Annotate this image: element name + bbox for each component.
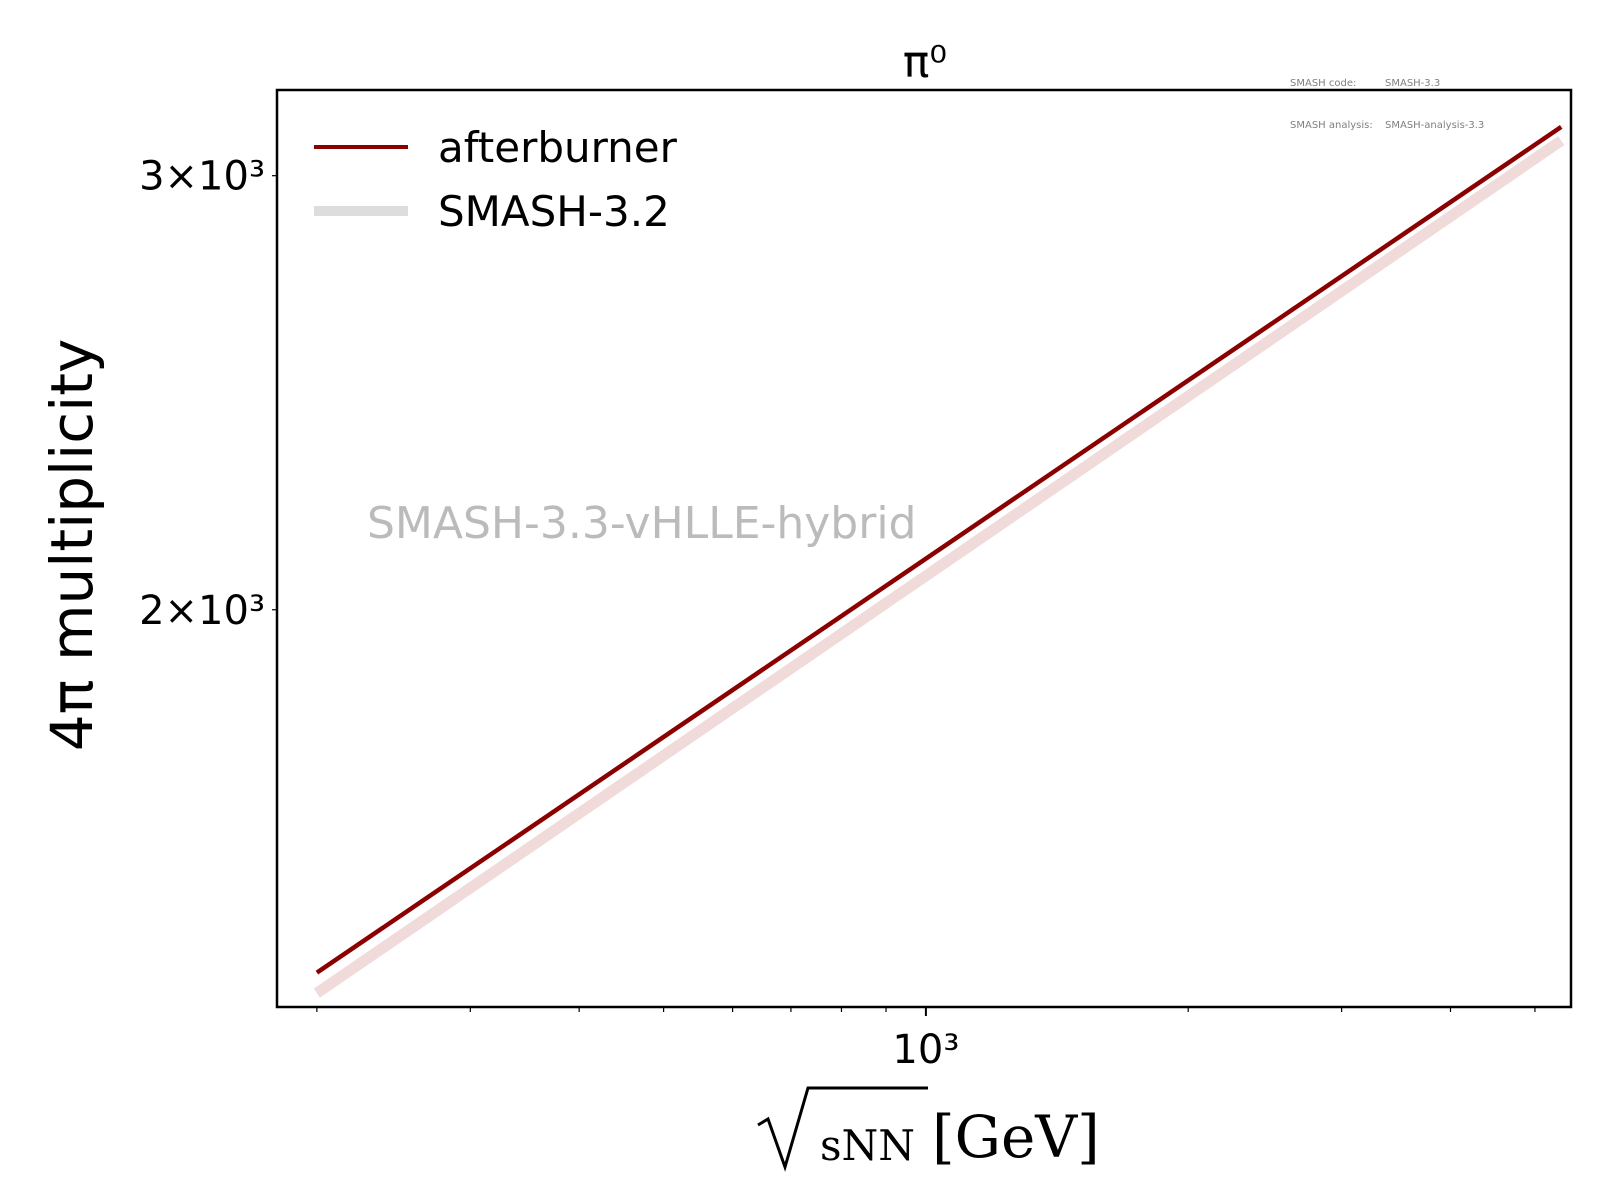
smash-analysis-value: SMASH-analysis-3.3 xyxy=(1385,120,1485,131)
x-axis-label: √sNN [GeV] sNN [GeV] xyxy=(757,1086,1100,1172)
y-tick-label: 2×10³ xyxy=(139,588,265,634)
y-axis-label: 4π multiplicity xyxy=(38,339,106,752)
series-afterburner-line xyxy=(315,125,1563,975)
smash-analysis-label: SMASH analysis: xyxy=(1290,120,1373,131)
smash-code-label: SMASH code: xyxy=(1290,78,1357,89)
y-tick-label: 3×10³ xyxy=(139,154,265,200)
watermark: SMASH-3.3-vHLLE-hybrid xyxy=(367,498,916,549)
smash-code-value: SMASH-3.3 xyxy=(1385,78,1441,89)
legend: afterburner SMASH-3.2 xyxy=(314,123,678,236)
x-axis-label-unit: [GeV] xyxy=(932,1103,1100,1171)
legend-label-afterburner: afterburner xyxy=(438,123,678,172)
x-tick-label: 10³ xyxy=(892,1027,959,1073)
chart-title: π⁰ xyxy=(903,37,947,88)
version-info: SMASH code: SMASH-3.3 SMASH analysis: SMAS… xyxy=(1290,49,1484,147)
plot-frame xyxy=(275,88,1573,1009)
sqrt-symbol xyxy=(757,1086,928,1172)
x-axis-label-snn: sNN xyxy=(820,1121,915,1170)
legend-label-smash32: SMASH-3.2 xyxy=(438,187,670,236)
series-smash32-line xyxy=(313,136,1565,998)
axis-ticks: 10³ 2×10³ 3×10³ xyxy=(139,154,1536,1073)
plot-area xyxy=(313,125,1565,998)
